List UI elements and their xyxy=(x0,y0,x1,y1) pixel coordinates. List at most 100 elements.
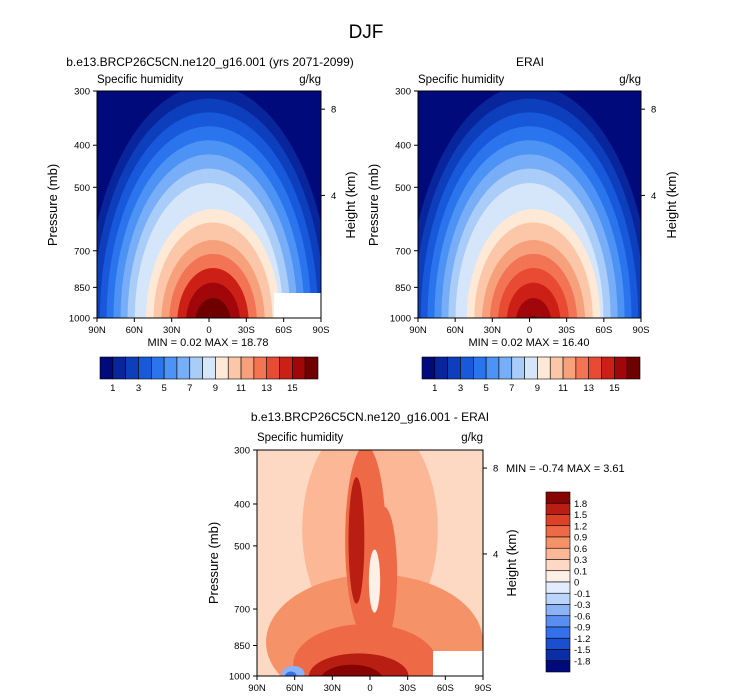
x-tick-label: 90N xyxy=(248,683,266,694)
y-tick-label: 400 xyxy=(234,500,250,511)
colorbar-box xyxy=(99,356,114,380)
colorbar-box xyxy=(447,356,461,380)
panel-obs-title: ERAI xyxy=(516,55,544,69)
colorbar-label: -0.3 xyxy=(574,600,590,611)
panel-obs-ylabel-right: Height (km) xyxy=(664,171,679,238)
y-tick-label: 300 xyxy=(395,87,411,98)
figure-title: DJF xyxy=(349,22,384,43)
colorbar-box xyxy=(215,356,229,380)
colorbar-label: 0.3 xyxy=(574,555,587,566)
colorbar-box xyxy=(545,559,571,572)
panel-model-title: b.e13.BRCP26C5CN.ne120_g16.001 (yrs 2071… xyxy=(66,55,354,69)
x-tick-label: 90S xyxy=(313,325,330,336)
y-tick-label: 500 xyxy=(395,183,411,194)
colorbar-box xyxy=(545,649,571,662)
y-right-tick-label: 4 xyxy=(493,549,498,560)
colorbar-label: 13 xyxy=(583,383,594,394)
x-tick-label: 90N xyxy=(409,325,427,336)
contour-level xyxy=(506,282,561,318)
colorbar-box xyxy=(545,514,571,527)
y-right-tick-label: 4 xyxy=(331,191,336,202)
contour-level xyxy=(516,298,551,318)
colorbar-box xyxy=(279,356,293,380)
panel-diff-right-label: g/kg xyxy=(461,432,483,444)
y-tick-label: 300 xyxy=(234,446,250,457)
colorbar-box xyxy=(614,356,628,380)
colorbar-box xyxy=(545,604,571,617)
y-tick-label: 1000 xyxy=(229,672,250,683)
colorbar-box xyxy=(549,356,564,380)
colorbar-box xyxy=(304,356,319,380)
y-right-tick-label: 8 xyxy=(493,464,498,475)
colorbar-label: 3 xyxy=(458,383,463,394)
colorbar-box xyxy=(266,356,280,380)
colorbar-box xyxy=(202,356,216,380)
colorbar-box xyxy=(150,356,165,380)
y-right-tick-label: 8 xyxy=(331,105,336,116)
x-tick-label: 60S xyxy=(595,325,612,336)
panel-model-right-label: g/kg xyxy=(299,74,321,86)
colorbar-box xyxy=(626,356,641,380)
panel-diff-colorbar: 1.81.51.20.90.60.30.10-0.1-0.3-0.6-0.9-1… xyxy=(545,491,590,673)
colorbar-box xyxy=(545,570,571,583)
y-right-tick-label: 4 xyxy=(651,191,656,202)
colorbar-label: 3 xyxy=(136,383,141,394)
colorbar-box xyxy=(545,525,571,538)
colorbar-label: 1 xyxy=(432,383,437,394)
x-tick-label: 0 xyxy=(367,683,372,694)
colorbar-box xyxy=(176,356,191,380)
y-right-tick-label: 8 xyxy=(651,105,656,116)
x-tick-label: 90S xyxy=(633,325,650,336)
y-tick-label: 400 xyxy=(395,141,411,152)
panel-model-ylabel: Pressure (mb) xyxy=(45,164,60,246)
y-tick-label: 1000 xyxy=(69,314,90,325)
colorbar-label: 1.5 xyxy=(574,510,587,521)
panel-model-contours xyxy=(97,91,321,318)
panel-obs-stats: MIN = 0.02 MAX = 16.40 xyxy=(468,337,589,349)
panel-obs-right-label: g/kg xyxy=(619,74,641,86)
colorbar-label: 9 xyxy=(535,383,540,394)
panel-obs-left-label: Specific humidity xyxy=(418,74,505,86)
colorbar-label: 7 xyxy=(509,383,514,394)
colorbar-label: 1.2 xyxy=(574,521,587,532)
colorbar-box xyxy=(292,356,306,380)
colorbar-box xyxy=(434,356,448,380)
colorbar-box xyxy=(545,637,571,650)
colorbar-box xyxy=(575,356,590,380)
y-tick-label: 850 xyxy=(395,283,411,294)
panel-diff-ylabel: Pressure (mb) xyxy=(206,522,221,604)
y-tick-label: 500 xyxy=(234,541,250,552)
colorbar-box xyxy=(588,356,602,380)
colorbar-label: 11 xyxy=(558,383,568,394)
colorbar-box xyxy=(545,615,571,628)
colorbar-label: -1.8 xyxy=(574,656,590,667)
colorbar-label: -0.1 xyxy=(574,589,590,600)
colorbar-box xyxy=(472,356,487,380)
colorbar-box xyxy=(545,536,571,549)
colorbar-box xyxy=(537,356,551,380)
contour-level xyxy=(321,664,383,676)
panel-model-colorbar: 1 3 5 7 9 11 13 15 xyxy=(99,356,319,394)
panel-diff-axes: 90N 60N 30N 0 30S 60S 90S 300 400 500 700 850 1000 8 4 xyxy=(229,446,498,695)
contour-level xyxy=(285,671,297,676)
colorbar-box xyxy=(253,356,268,380)
x-tick-label: 30S xyxy=(399,683,416,694)
panel-diff-ylabel-right: Height (km) xyxy=(504,529,519,596)
colorbar-box xyxy=(163,356,178,380)
y-tick-label: 700 xyxy=(234,605,250,616)
panel-diff-missing-region xyxy=(433,651,483,676)
panel-model: b.e13.BRCP26C5CN.ne120_g16.001 (yrs 2071… xyxy=(45,55,358,394)
x-tick-label: 60S xyxy=(275,325,292,336)
colorbar-box xyxy=(545,592,571,605)
colorbar-box xyxy=(562,356,577,380)
contour-level xyxy=(195,298,231,318)
x-tick-label: 30N xyxy=(324,683,342,694)
panel-diff-left-label: Specific humidity xyxy=(257,432,344,444)
y-tick-label: 1000 xyxy=(390,314,411,325)
colorbar-label: 0 xyxy=(574,578,579,589)
colorbar-label: 0.6 xyxy=(574,544,587,555)
colorbar-box xyxy=(125,356,139,380)
y-tick-label: 850 xyxy=(74,283,90,294)
colorbar-label: 5 xyxy=(483,383,488,394)
